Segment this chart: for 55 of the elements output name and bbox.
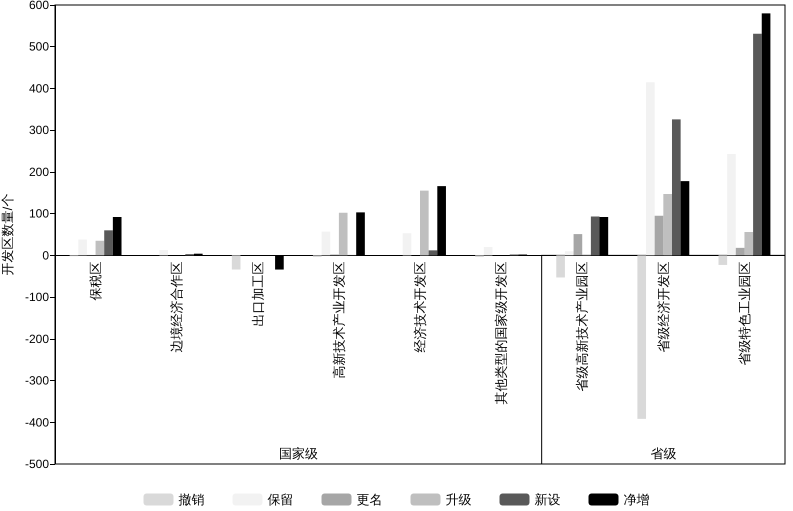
legend-label: 净增	[624, 492, 650, 507]
y-tick-label: -300	[24, 374, 50, 388]
bar	[654, 216, 664, 256]
x-tick-label: 高新技术产业开发区	[331, 261, 346, 378]
bar	[104, 230, 113, 256]
bar	[96, 240, 104, 256]
x-tick-label: 出口加工区	[250, 261, 266, 326]
y-tick-label: 600	[28, 0, 50, 12]
bar	[590, 216, 600, 256]
x-tick-label: 省级经济开发区	[656, 261, 671, 352]
y-tick-label: 100	[28, 206, 50, 221]
legend-label: 撤销	[178, 492, 204, 507]
legend-label: 保留	[268, 492, 294, 507]
bar	[744, 232, 754, 256]
y-tick-label: 200	[28, 164, 50, 179]
bar	[159, 250, 168, 256]
y-tick-label: -500	[24, 457, 50, 471]
x-tick-label: 其他类型的国家级开发区	[494, 261, 509, 404]
legend-label: 新设	[534, 492, 560, 507]
bar	[574, 234, 582, 256]
bar	[78, 240, 87, 256]
bar	[420, 190, 429, 256]
x-tick-label: 边境经济合作区	[169, 261, 184, 352]
y-axis-title: 开发区数量/个	[0, 194, 16, 276]
x-tick-label: 省级特色工业园区	[736, 261, 752, 366]
y-tick-label: -400	[24, 415, 50, 430]
bar	[646, 82, 655, 256]
annotation: 国家级	[278, 446, 318, 461]
bar	[428, 250, 438, 256]
bar	[556, 255, 565, 278]
bar	[484, 247, 492, 256]
legend-label: 更名	[356, 492, 382, 507]
x-tick-label: 保税区	[88, 261, 104, 300]
y-tick-label: -100	[24, 290, 50, 304]
y-tick-label: 500	[28, 40, 50, 54]
bar	[637, 255, 646, 419]
bar	[718, 255, 728, 265]
bar	[672, 119, 681, 256]
bar	[338, 212, 348, 256]
x-tick-label: 经济技术开发区	[412, 261, 428, 352]
annotation: 省级	[650, 446, 676, 461]
bar	[232, 255, 240, 270]
legend-label: 升级	[446, 492, 472, 507]
bar	[564, 251, 574, 256]
y-tick-label: 400	[28, 81, 50, 96]
y-tick-label: 0	[42, 248, 50, 262]
bar	[753, 34, 762, 256]
bar	[402, 233, 412, 256]
bar	[322, 232, 330, 256]
bar	[663, 194, 672, 256]
y-tick-label: -200	[24, 332, 50, 346]
y-tick-label: 300	[28, 123, 50, 138]
bar	[727, 154, 736, 256]
x-tick-label: 省级高新技术产业园区	[574, 261, 590, 392]
bar	[736, 248, 744, 256]
